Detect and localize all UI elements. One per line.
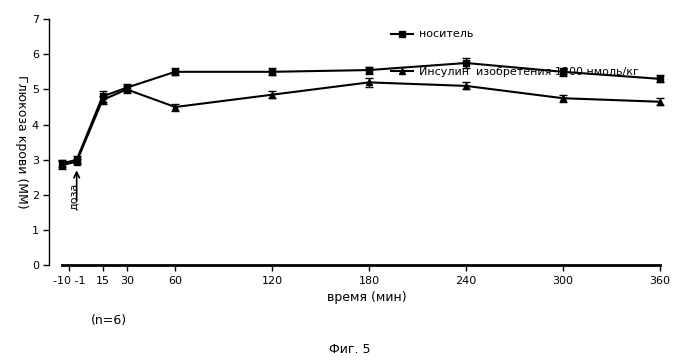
X-axis label: время (мин): время (мин) xyxy=(327,291,406,305)
Text: доза: доза xyxy=(69,183,79,210)
Text: (n=6): (n=6) xyxy=(91,314,127,327)
Y-axis label: Глюкоза крови (ММ): Глюкоза крови (ММ) xyxy=(15,76,28,209)
Legend: носитель, Инсулин  изобретения 1200 нмоль/кг: носитель, Инсулин изобретения 1200 нмоль… xyxy=(391,29,639,77)
Text: Фиг. 5: Фиг. 5 xyxy=(329,343,370,356)
